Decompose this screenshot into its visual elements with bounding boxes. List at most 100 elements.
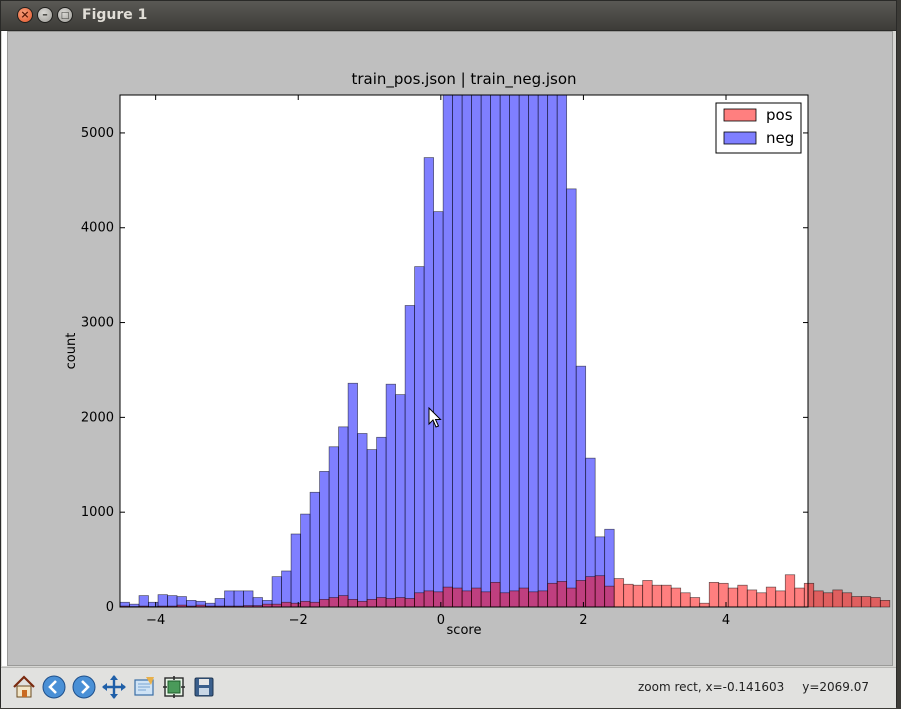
bar-pos [699,602,710,608]
bar-neg [357,433,368,608]
bar-neg [404,305,415,608]
bar-pos [841,592,853,608]
forward-icon [72,675,96,699]
bar-neg [319,471,330,608]
bar-neg [480,94,491,608]
bar-pos [585,576,596,608]
bar-neg [499,94,510,608]
axes-frame [119,94,809,608]
bar-neg [309,491,320,608]
histogram-chart[interactable]: train_pos.json | train_neg.json −4 −2 0 2 4 … [8,32,892,665]
back-button[interactable] [40,673,68,701]
bar-pos [689,597,701,608]
bar-pos [737,584,748,608]
bar-pos [442,586,453,608]
bar-pos [414,592,425,608]
bar-neg [233,590,244,608]
bar-pos [518,587,529,608]
y-tick-label: 1000 [81,505,114,520]
bar-pos [461,590,472,608]
bar-neg [224,590,235,608]
bar-pos [718,582,729,608]
navigation-toolbar: zoom rect, x=-0.141603 y=2069.07 [1,667,896,708]
close-button[interactable]: × [17,7,33,23]
bar-pos [851,596,862,608]
bar-neg [537,94,549,608]
x-tick-label: 2 [579,613,587,628]
bar-neg [366,449,377,608]
bar-neg [138,595,149,608]
background-window-strip [2,31,7,666]
bar-pos [613,578,625,608]
x-tick-label: 0 [437,613,445,628]
bar-pos [281,601,292,608]
bar-neg [509,94,520,608]
bar-pos [509,590,520,608]
bar-pos [290,602,301,608]
bar-pos [547,582,558,608]
bar-pos [879,600,891,608]
x-tick-label: 4 [722,613,730,628]
legend-label-pos: pos [766,106,793,124]
x-tick-label: −4 [146,613,165,628]
pan-button[interactable] [100,673,128,701]
bar-neg [518,94,529,608]
bar-neg [157,594,168,608]
bar-pos [775,590,786,608]
zoom-rect-icon [134,677,154,696]
bar-pos [651,584,663,608]
x-axis-ticks: −4 −2 0 2 4 [146,95,730,628]
zoom-rect-button[interactable] [130,673,158,701]
figure-canvas[interactable]: train_pos.json | train_neg.json −4 −2 0 2 4 … [7,31,893,666]
bar-pos [376,597,387,608]
bar-pos [822,592,834,608]
configure-subplots-button[interactable] [160,673,188,701]
bar-pos [784,574,796,608]
window-title: Figure 1 [82,7,148,23]
maximize-icon: □ [60,11,70,21]
bar-neg [338,426,349,608]
save-icon [194,677,214,697]
bar-pos [575,580,587,608]
home-button[interactable] [10,673,38,701]
minimize-button[interactable]: – [37,7,53,23]
bar-pos [756,592,767,608]
forward-button[interactable] [70,673,98,701]
bar-neg [490,94,501,608]
bar-pos [727,587,739,608]
bar-neg [461,94,472,608]
legend-swatch-neg [723,131,757,145]
y-tick-label: 3000 [81,316,114,331]
bar-pos [366,599,377,608]
bar-pos [309,601,320,608]
save-button[interactable] [190,673,218,701]
bar-pos [594,575,606,608]
bar-neg [271,576,282,608]
bar-pos [385,598,396,608]
bar-pos [537,590,549,608]
bar-pos [708,581,720,608]
maximize-button[interactable]: □ [57,7,73,23]
bar-pos [870,597,881,608]
back-icon [42,675,66,699]
x-tick-label: −2 [289,613,308,628]
bar-pos [490,581,501,608]
bar-pos [556,581,568,608]
bar-neg [167,595,178,608]
bar-neg [566,188,577,608]
bar-pos [528,591,539,608]
bar-neg [423,157,434,608]
bar-pos [765,586,777,608]
pos-bars [119,574,891,608]
bar-pos [623,583,634,608]
bar-neg [376,436,387,608]
bar-pos [803,582,815,608]
bar-pos [604,585,615,608]
bar-pos [632,584,644,608]
legend-swatch-pos [723,108,757,122]
bar-pos [566,587,577,608]
close-icon: × [20,8,30,21]
bar-pos [813,590,824,608]
bar-neg [243,590,254,608]
bar-neg [452,94,463,608]
